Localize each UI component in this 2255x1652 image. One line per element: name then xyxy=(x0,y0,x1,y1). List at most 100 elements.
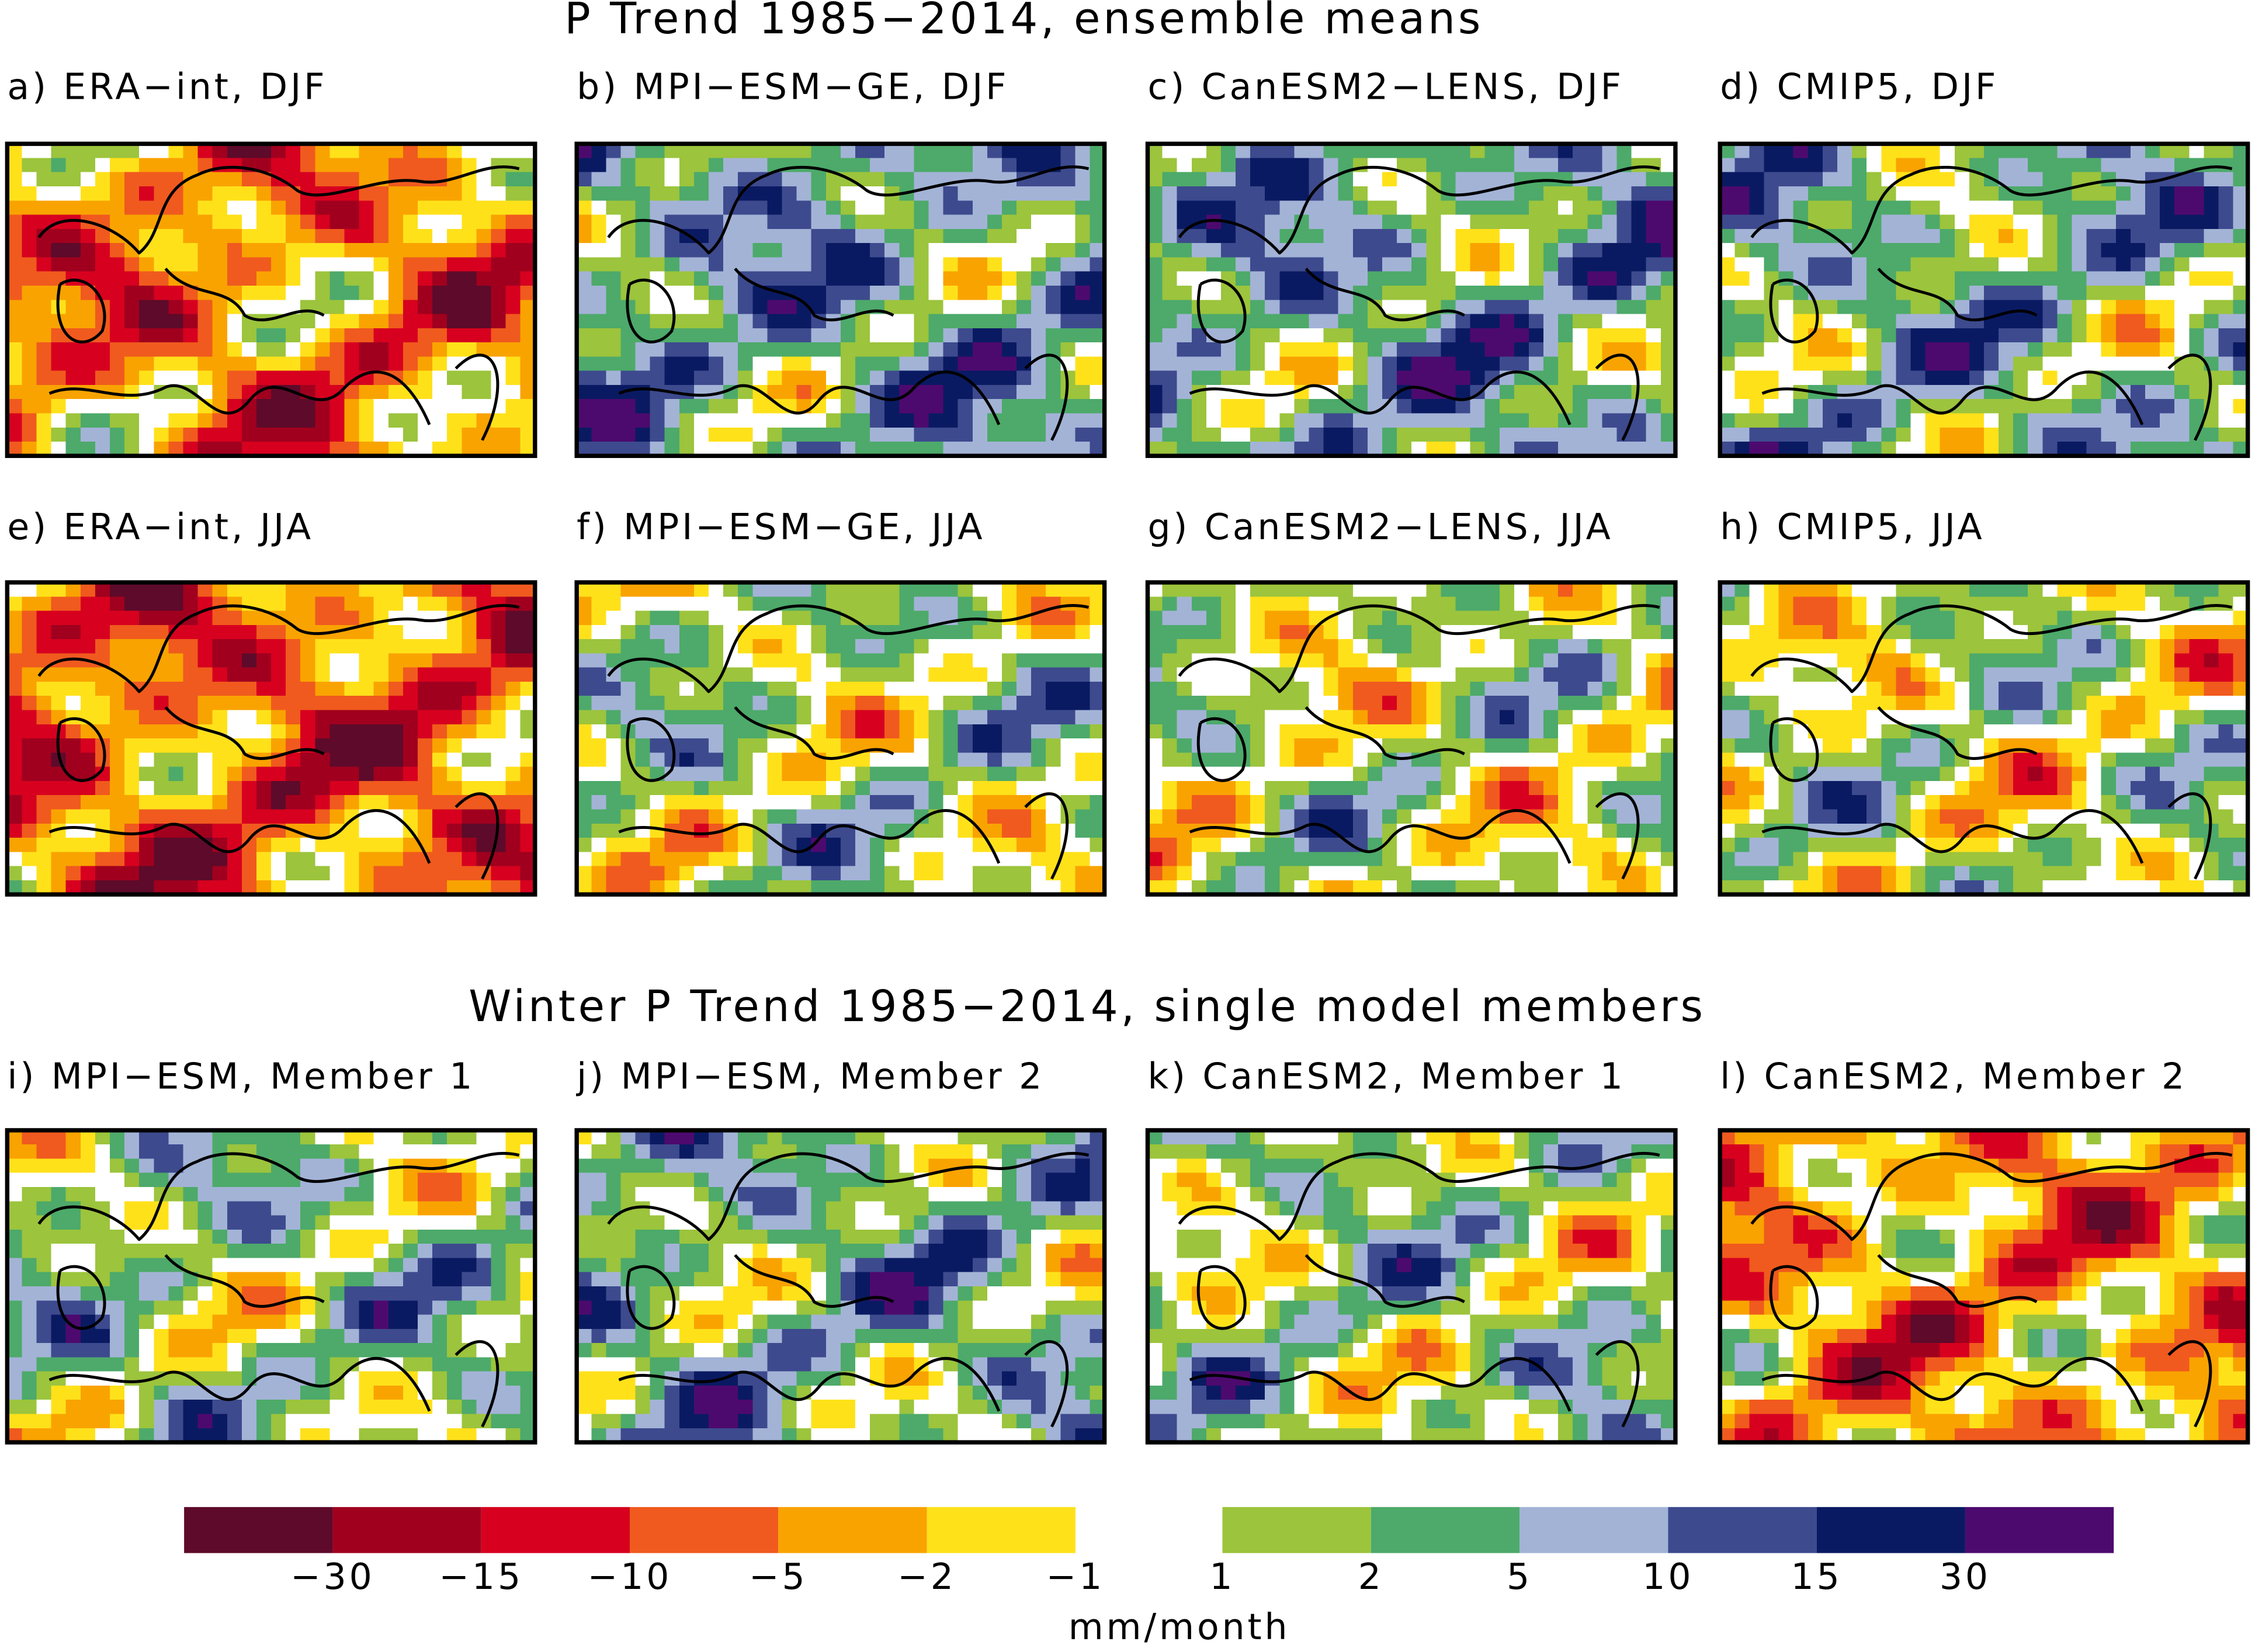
map-cell xyxy=(476,809,492,825)
map-cell xyxy=(212,823,228,839)
map-cell xyxy=(476,328,492,343)
map-cell xyxy=(36,285,53,301)
map-cell xyxy=(1220,158,1237,173)
map-cell xyxy=(432,696,448,711)
map-cell xyxy=(1822,413,1838,429)
map-cell xyxy=(1631,300,1647,315)
map-cell xyxy=(679,144,695,159)
map-cell xyxy=(359,681,375,697)
map-cell xyxy=(476,667,492,683)
map-cell xyxy=(1060,667,1076,683)
map-cell xyxy=(1309,314,1325,329)
map-cell xyxy=(1896,399,1911,414)
map-cell xyxy=(1999,356,2014,372)
map-cell xyxy=(606,271,622,287)
map-cell xyxy=(22,257,38,273)
map-cell xyxy=(1954,413,1970,429)
map-cell xyxy=(154,809,169,825)
map-cell xyxy=(1411,271,1427,287)
map-cell xyxy=(1543,624,1559,640)
map-cell xyxy=(124,257,140,273)
map-cell xyxy=(1046,370,1061,386)
map-cell xyxy=(1983,271,2000,287)
map-cell xyxy=(110,852,126,867)
map-cell xyxy=(1646,653,1662,669)
map-cell xyxy=(1940,328,1956,343)
map-cell xyxy=(914,328,929,343)
map-cell xyxy=(2218,328,2235,343)
map-cell xyxy=(796,427,813,443)
map-cell xyxy=(183,752,199,768)
map-cell xyxy=(1411,413,1427,429)
map-cell xyxy=(752,582,768,598)
map-cell xyxy=(987,624,1003,640)
map-cell xyxy=(2028,285,2044,301)
map-cell xyxy=(943,356,959,372)
map-cell xyxy=(373,667,390,683)
map-cell xyxy=(943,300,959,315)
map-cell xyxy=(300,582,316,598)
map-cell xyxy=(300,724,316,740)
map-cell xyxy=(110,582,126,598)
map-cell xyxy=(928,639,945,654)
map-cell xyxy=(95,710,111,726)
map-cell xyxy=(679,795,695,810)
map-cell xyxy=(1031,158,1047,173)
map-cell xyxy=(432,399,448,414)
map-cell xyxy=(2072,144,2088,159)
map-cell xyxy=(1822,399,1838,414)
map-cell xyxy=(1001,582,1018,598)
map-cell xyxy=(591,228,607,244)
map-cell xyxy=(329,413,346,429)
map-cell xyxy=(840,681,856,697)
map-cell xyxy=(1309,243,1325,258)
map-cell xyxy=(491,696,507,711)
map-cell xyxy=(403,752,419,768)
map-cell xyxy=(80,866,96,881)
map-cell xyxy=(2042,413,2058,429)
map-cell xyxy=(197,639,214,654)
map-cell xyxy=(1265,144,1281,159)
map-cell xyxy=(987,271,1003,287)
map-cell xyxy=(1837,384,1853,400)
map-cell xyxy=(1017,780,1032,796)
map-cell xyxy=(752,838,768,853)
map-cell xyxy=(1631,172,1647,188)
map-cell xyxy=(432,158,448,173)
map-cell xyxy=(2086,214,2103,230)
map-cell xyxy=(884,696,900,711)
map-cell xyxy=(693,710,710,726)
map-cell xyxy=(1764,144,1780,159)
map-cell xyxy=(825,257,842,273)
map-cell xyxy=(1294,271,1310,287)
map-cell xyxy=(124,752,140,768)
map-cell xyxy=(505,413,522,429)
map-cell xyxy=(1470,257,1486,273)
map-cell xyxy=(1075,653,1091,669)
map-cell xyxy=(1426,413,1442,429)
map-cell xyxy=(709,300,724,315)
map-cell xyxy=(183,809,199,825)
map-cell xyxy=(1441,356,1456,372)
map-cell xyxy=(1558,582,1574,598)
colorbar-unit: mm/month xyxy=(1068,1606,1290,1648)
map-cell xyxy=(825,328,842,343)
map-cell xyxy=(1470,582,1486,598)
map-cell xyxy=(462,328,477,343)
map-cell xyxy=(1925,356,1941,372)
map-cell xyxy=(403,738,419,754)
map-cell xyxy=(767,342,783,358)
map-cell xyxy=(693,384,710,400)
map-cell xyxy=(1646,300,1662,315)
map-cell xyxy=(1309,200,1325,216)
map-cell xyxy=(767,696,783,711)
map-cell xyxy=(388,795,404,810)
map-cell xyxy=(752,639,768,654)
map-cell xyxy=(7,696,23,711)
map-cell xyxy=(2145,285,2161,301)
map-cell xyxy=(752,328,768,343)
map-cell xyxy=(1822,271,1838,287)
map-cell xyxy=(432,852,448,867)
map-cell xyxy=(1352,200,1369,216)
map-cell xyxy=(271,413,287,429)
